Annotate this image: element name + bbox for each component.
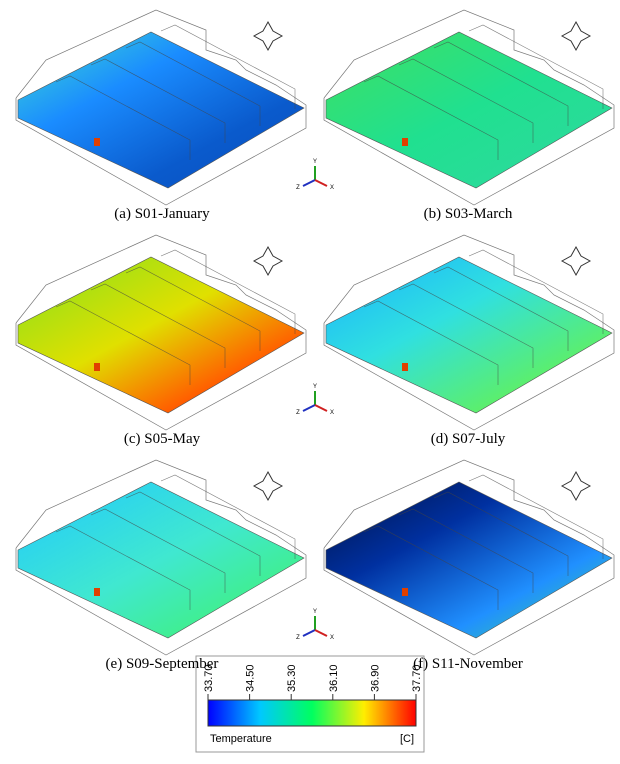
panel — [16, 10, 306, 205]
panel — [324, 10, 614, 205]
colorbar-tick-label: 37.70 — [411, 664, 423, 692]
colorbar-tick-label: 34.50 — [245, 664, 257, 692]
axis-z — [303, 405, 315, 411]
panel — [324, 235, 614, 430]
axis-label: Y — [313, 609, 317, 615]
panel-caption: (e) S09-September — [106, 656, 219, 672]
temperature-surface — [18, 32, 304, 188]
axis-label: Y — [313, 159, 317, 165]
axis-triad: Y Z X — [296, 384, 334, 416]
panel-caption: (a) S01-January — [114, 206, 210, 222]
axis-label: Z — [296, 410, 300, 416]
colorbar — [208, 700, 416, 726]
axis-x — [315, 630, 327, 636]
axis-triad: Y Z X — [296, 159, 334, 191]
axis-triad: Y Z X — [296, 609, 334, 641]
colorbar-tick-label: 33.70 — [203, 664, 215, 692]
compass-icon — [254, 22, 282, 50]
inlet — [402, 138, 408, 146]
inlet — [94, 138, 100, 146]
colorbar-tick-label: 36.10 — [328, 664, 340, 692]
inlet — [402, 363, 408, 371]
temperature-surface — [18, 257, 304, 413]
axis-x — [315, 180, 327, 186]
panel-caption: (d) S07-July — [431, 431, 506, 447]
colorbar-tick-label: 35.30 — [286, 664, 298, 692]
inlet — [402, 588, 408, 596]
panel-caption: (f) S11-November — [413, 656, 523, 672]
compass-icon — [562, 472, 590, 500]
axis-label: X — [330, 635, 334, 641]
compass-icon — [254, 247, 282, 275]
colorbar-title: Temperature — [210, 733, 272, 745]
axis-x — [315, 405, 327, 411]
colorbar-tick-label: 36.90 — [369, 664, 381, 692]
panel — [16, 460, 306, 655]
compass-icon — [562, 22, 590, 50]
temperature-surface — [326, 32, 612, 188]
compass-icon — [562, 247, 590, 275]
panel-caption: (c) S05-May — [124, 431, 201, 447]
inlet — [94, 363, 100, 371]
figure: Temperature [C] Y Z X Y Z X Y Z X (a) S01-January… — [0, 0, 620, 764]
compass-icon — [254, 472, 282, 500]
temperature-surface — [326, 482, 612, 638]
axis-label: Z — [296, 185, 300, 191]
temperature-surface — [18, 482, 304, 638]
axis-z — [303, 180, 315, 186]
temperature-surface — [326, 257, 612, 413]
panel — [16, 235, 306, 430]
axis-label: X — [330, 185, 334, 191]
axis-z — [303, 630, 315, 636]
axis-label: Y — [313, 384, 317, 390]
inlet — [94, 588, 100, 596]
panel-caption: (b) S03-March — [424, 206, 513, 222]
panel — [324, 460, 614, 655]
axis-label: X — [330, 410, 334, 416]
colorbar-unit: [C] — [400, 733, 414, 745]
axis-label: Z — [296, 635, 300, 641]
